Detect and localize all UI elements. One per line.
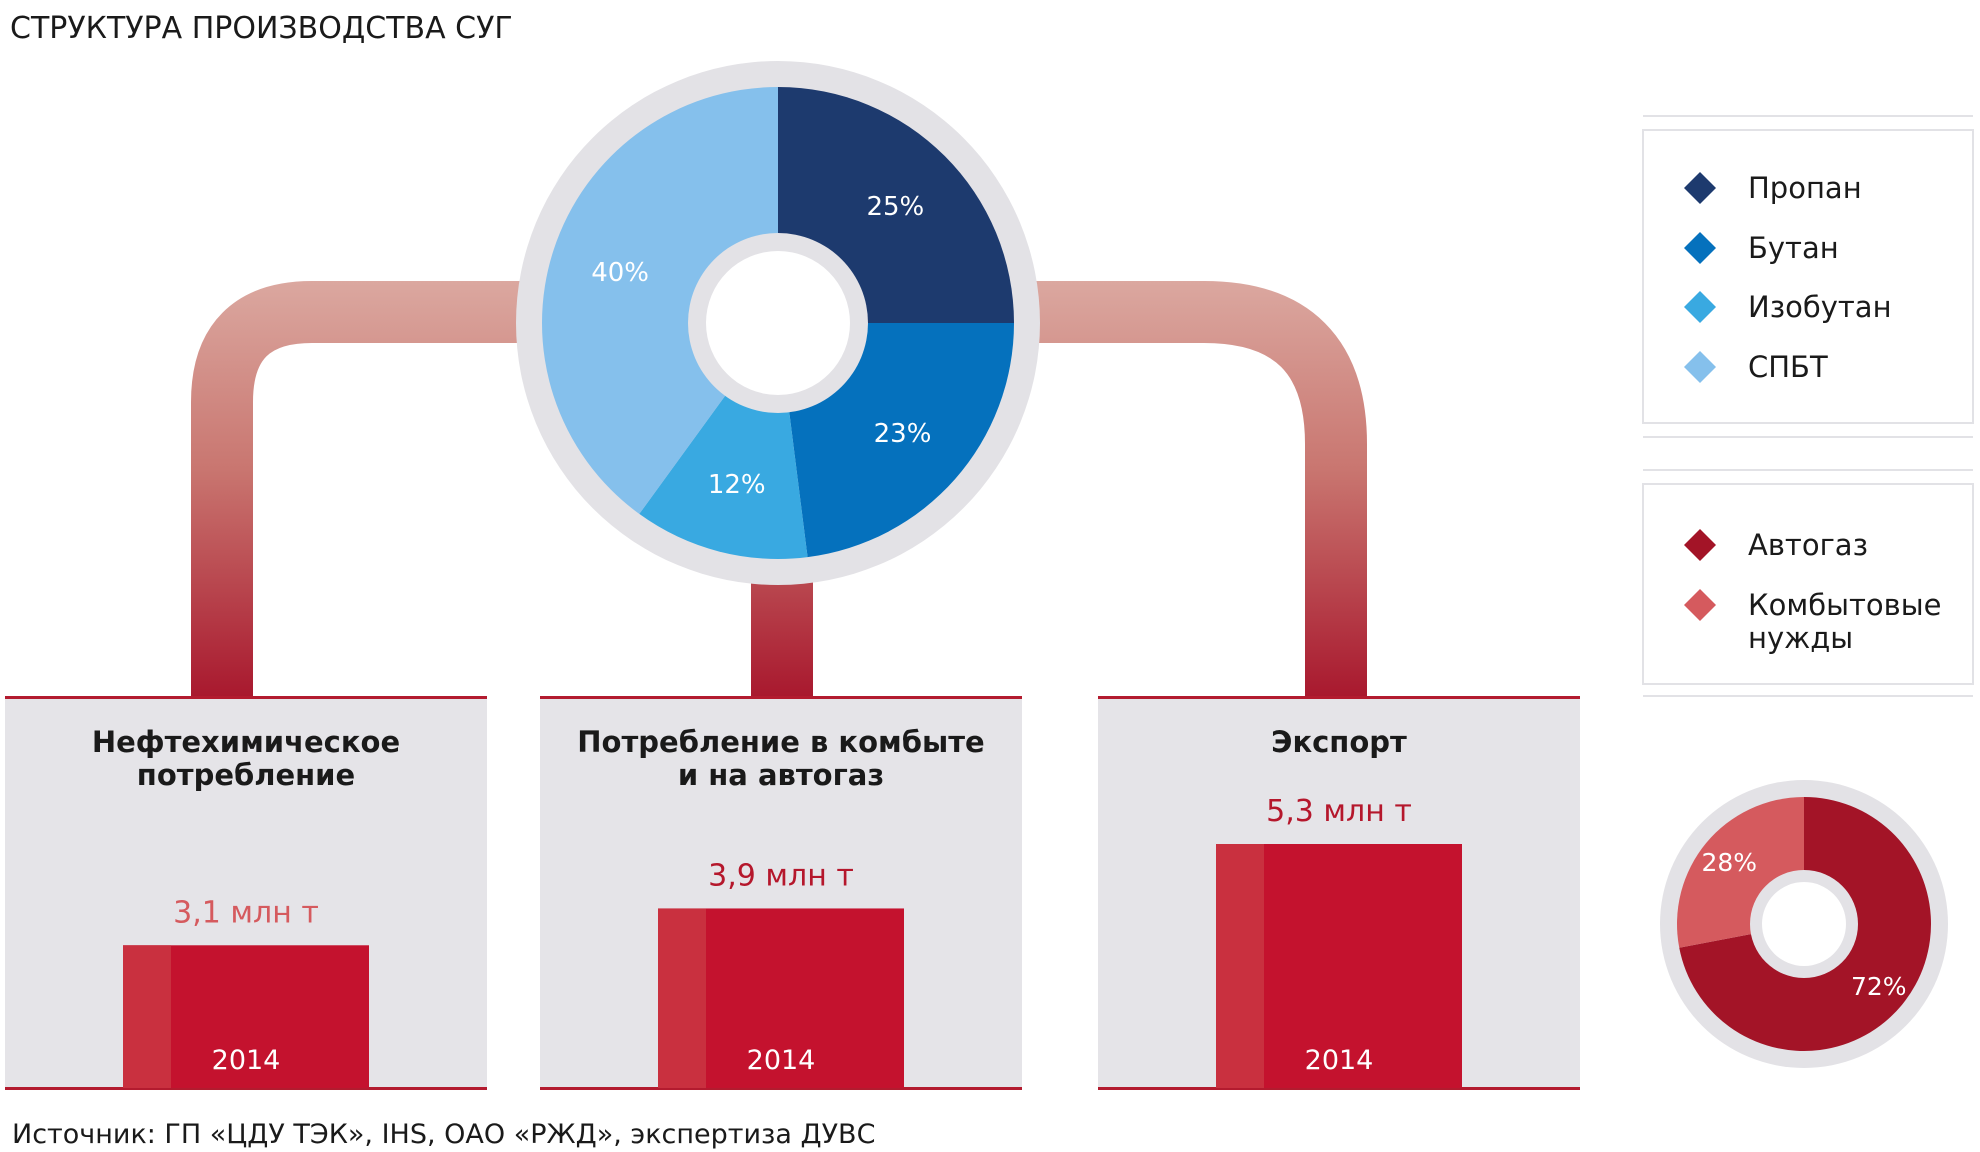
legend-item: Пропан	[1684, 171, 1862, 205]
bar-panel-title: потребление	[137, 758, 355, 792]
small-donut-labels: 72% 28%	[1701, 848, 1906, 1001]
bar-panel-title: Нефтехимическое	[92, 725, 400, 759]
small-donut-hole	[1762, 882, 1846, 966]
main-pie-slice-label: 12%	[708, 470, 766, 500]
legend-bottom-box	[1642, 483, 1974, 685]
pipe-left	[191, 281, 530, 696]
legend-item: Автогаз	[1684, 528, 1868, 562]
legend-diamond-icon	[1684, 529, 1716, 561]
main-pie-slice-label: 23%	[874, 419, 932, 449]
bar-year-label: 2014	[747, 1045, 816, 1076]
bar-panel-title: Потребление в комбыте	[577, 725, 984, 759]
legend-diamond-icon	[1684, 172, 1716, 204]
bar-year-label: 2014	[1305, 1045, 1374, 1076]
main-pie-slice	[541, 87, 778, 514]
legend-item: Комбытовые нужды	[1684, 588, 1941, 655]
legend-diamond-icon	[1684, 589, 1716, 621]
bar-panel-title: и на автогаз	[678, 758, 884, 792]
bar-year-label: 2014	[212, 1045, 281, 1076]
bar-side-shade	[658, 908, 706, 1088]
legend-diamond-icon	[1684, 232, 1716, 264]
bar-panel-top-border	[5, 696, 487, 699]
bar-panel: Экспорт 5,3 млн т 2014	[1098, 696, 1580, 1090]
bar-value-label: 3,1 млн т	[173, 895, 319, 930]
legend-top: Пропан Бутан Изобутан СПБТ	[1642, 115, 1974, 438]
bar-side-shade	[1216, 844, 1264, 1088]
bar-panel-bottom-border	[5, 1087, 487, 1090]
legend-item: Бутан	[1684, 231, 1839, 265]
bar-side-shade	[123, 945, 171, 1088]
legend-label: Пропан	[1748, 171, 1862, 205]
legend-label: Автогаз	[1748, 528, 1868, 562]
bar-panel-title: Экспорт	[1271, 725, 1407, 759]
main-pie-slice-label: 40%	[591, 258, 649, 288]
main-pie-labels: 25% 23% 12% 40%	[591, 192, 931, 500]
legend-label: СПБТ	[1748, 350, 1828, 384]
main-pie-chart: 25% 23% 12% 40%	[516, 61, 1040, 585]
bar-panel-top-border	[540, 696, 1022, 699]
small-donut-chart: 72% 28%	[1660, 780, 1948, 1068]
main-pie-slice-label: 25%	[866, 192, 924, 222]
legend-label: Комбытовые нужды	[1748, 588, 1941, 655]
bar-panel-bottom-border	[540, 1087, 1022, 1090]
legend-label: Бутан	[1748, 231, 1839, 265]
bar-value-label: 3,9 млн т	[708, 858, 854, 893]
bar-panel-top-border	[1098, 696, 1580, 699]
legend-diamond-icon	[1684, 291, 1716, 323]
legend-item: Изобутан	[1684, 290, 1892, 324]
bar-panel-bottom-border	[1098, 1087, 1580, 1090]
pipe-right	[1010, 281, 1367, 696]
small-donut-slice-label: 28%	[1701, 848, 1757, 877]
legend-top-items: Пропан Бутан Изобутан СПБТ	[1684, 171, 1892, 384]
small-donut-slice-label: 72%	[1851, 972, 1907, 1001]
legend-diamond-icon	[1684, 351, 1716, 383]
page-title: СТРУКТУРА ПРОИЗВОДСТВА СУГ	[10, 11, 513, 46]
main-pie-hole	[706, 251, 850, 395]
legend-item: СПБТ	[1684, 350, 1828, 384]
connector-pipes	[191, 281, 1367, 696]
pipe-middle	[751, 570, 813, 696]
legend-label: Изобутан	[1748, 290, 1892, 324]
bar-value-label: 5,3 млн т	[1266, 794, 1412, 829]
legend-bottom: Автогаз Комбытовые нужды	[1642, 469, 1974, 697]
source-note: Источник: ГП «ЦДУ ТЭК», IHS, ОАО «РЖД», …	[12, 1119, 875, 1150]
legend-bottom-items: Автогаз Комбытовые нужды	[1684, 528, 1941, 655]
